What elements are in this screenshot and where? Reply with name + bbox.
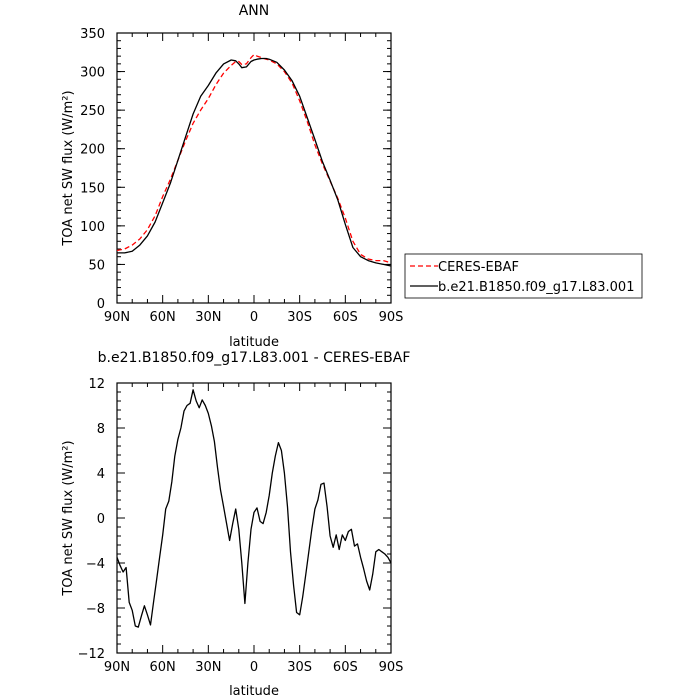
bottom-panel: b.e21.B1850.f09_g17.L83.001 - CERES-EBAF… [61, 350, 410, 699]
bottom-x-tick-label: 90S [379, 660, 404, 675]
top-y-axis-label: TOA net SW flux (W/m²) [61, 90, 76, 246]
bottom-x-tick-label: 30N [195, 660, 221, 675]
top-plot-frame [116, 32, 392, 304]
top-y-tick-label: 150 [80, 181, 105, 196]
top-y-tick-label: 350 [80, 27, 105, 42]
top-y-tick-label: 50 [88, 258, 105, 273]
top-x-tick-label: 90N [104, 310, 130, 325]
bottom-y-tick-label: −12 [78, 647, 105, 662]
bottom-y-tick-label: 4 [97, 467, 105, 482]
legend-label-ceres-ebaf: CERES-EBAF [438, 260, 519, 275]
top-y-tick-label: 100 [80, 220, 105, 235]
top-x-axis-label: latitude [229, 335, 279, 350]
top-series-line-1 [117, 57, 392, 267]
top-y-tick-label: 0 [97, 297, 105, 312]
bottom-chart-title: b.e21.B1850.f09_g17.L83.001 - CERES-EBAF [98, 350, 411, 366]
legend-box [404, 253, 643, 299]
legend-label-model: b.e21.B1850.f09_g17.L83.001 [438, 280, 634, 295]
bottom-x-tick-label: 60N [150, 660, 176, 675]
bottom-y-tick-label: −8 [86, 602, 105, 617]
top-y-tick-label: 300 [80, 66, 105, 81]
top-chart-title: ANN [239, 3, 270, 19]
legend: CERES-EBAF b.e21.B1850.f09_g17.L83.001 [404, 253, 643, 299]
bottom-y-tick-label: 8 [97, 422, 105, 437]
top-y-tick-label: 250 [80, 104, 105, 119]
top-axis-ticks: 90N 60N 30N 0 30S 60S 90S 0 50 100 150 200 250 300 350 [80, 27, 403, 325]
bottom-y-axis-label: TOA net SW flux (W/m²) [61, 440, 76, 596]
top-y-tick-label: 200 [80, 143, 105, 158]
bottom-x-tick-label: 60S [333, 660, 358, 675]
top-x-tick-label: 90S [379, 310, 404, 325]
bottom-series-line-0 [116, 389, 392, 628]
bottom-series-layer [116, 389, 392, 628]
top-x-tick-label: 60N [150, 310, 176, 325]
bottom-x-tick-label: 0 [250, 660, 258, 675]
top-x-tick-label: 30N [195, 310, 221, 325]
bottom-y-tick-label: 0 [97, 512, 105, 527]
top-x-tick-label: 30S [287, 310, 312, 325]
bottom-y-tick-label: 12 [88, 377, 105, 392]
top-series-layer [116, 53, 392, 267]
top-panel: ANN 90N 60N 30N 0 30S 60S 90S 0 50 100 150 200 250 30… [61, 3, 403, 350]
bottom-x-tick-label: 90N [104, 660, 130, 675]
bottom-x-tick-label: 30S [287, 660, 312, 675]
bottom-y-tick-label: −4 [86, 557, 105, 572]
top-series-line-0 [116, 53, 392, 264]
top-x-tick-label: 0 [250, 310, 258, 325]
bottom-plot-frame [116, 382, 392, 654]
bottom-axis-ticks: 90N 60N 30N 0 30S 60S 90S −12 −8 −4 0 4 8 12 [78, 377, 404, 675]
bottom-x-axis-label: latitude [229, 684, 279, 699]
top-x-tick-label: 60S [333, 310, 358, 325]
